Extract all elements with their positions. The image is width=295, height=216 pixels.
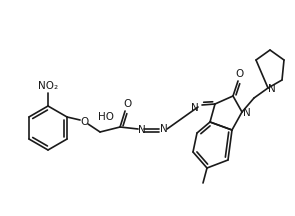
Text: O: O	[123, 99, 131, 109]
Text: O: O	[80, 117, 88, 127]
Text: O: O	[236, 69, 244, 79]
Text: NO₂: NO₂	[38, 81, 58, 91]
Text: N: N	[160, 124, 168, 134]
Text: HO: HO	[98, 112, 114, 122]
Text: N: N	[268, 84, 276, 94]
Text: N: N	[191, 103, 199, 113]
Text: N: N	[243, 108, 251, 118]
Text: N: N	[138, 125, 146, 135]
